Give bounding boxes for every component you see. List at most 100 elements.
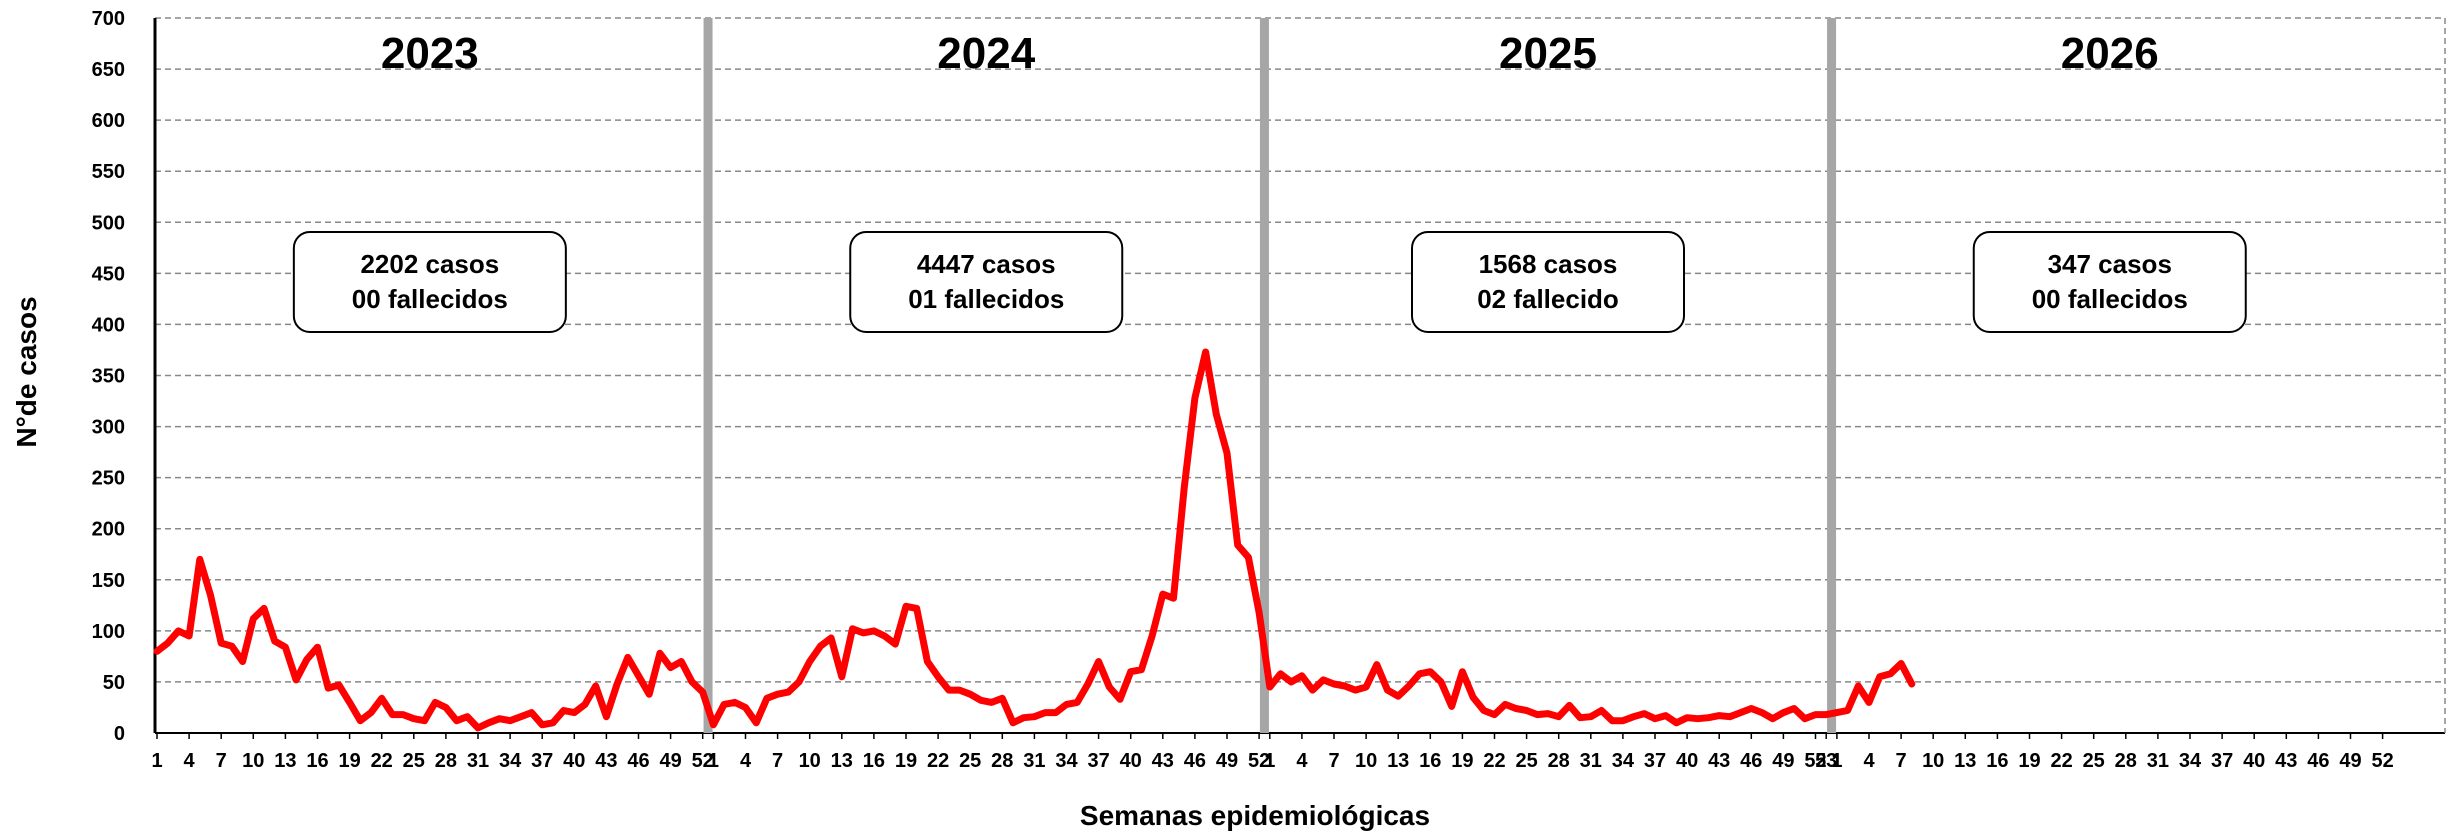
year-label: 2024 xyxy=(937,29,1035,78)
x-tick-label: 40 xyxy=(1676,750,1698,772)
x-tick-label: 40 xyxy=(1120,750,1142,772)
x-axis-ticks: 1 4 7 10 13 16 19 22 25 28 31 34 37 40 43 46 49 521 4 7 10 13… xyxy=(151,733,2394,772)
x-tick-label: 46 xyxy=(1740,750,1762,772)
x-tick-label: 46 xyxy=(627,750,649,772)
summary-deaths: 00 fallecidos xyxy=(352,284,508,314)
x-tick-label: 40 xyxy=(563,750,585,772)
x-tick-label: 49 xyxy=(1216,750,1238,772)
x-tick-label: 4 xyxy=(184,750,196,772)
x-tick-label: 22 xyxy=(927,750,949,772)
year-separator xyxy=(703,18,713,733)
x-tick-label: 52 xyxy=(1804,750,1826,772)
year-label: 2023 xyxy=(381,29,479,78)
x-tick-label: 4 xyxy=(1863,750,1875,772)
x-tick-label: 1 xyxy=(708,750,719,772)
summary-total-cases: 4447 casos xyxy=(917,249,1056,279)
summary-total-cases: 2202 casos xyxy=(360,249,499,279)
x-tick-label: 43 xyxy=(2275,750,2297,772)
x-tick-label: 46 xyxy=(1184,750,1206,772)
x-tick-label: 13 xyxy=(831,750,853,772)
y-tick-label: 200 xyxy=(92,519,125,541)
y-tick-label: 100 xyxy=(92,621,125,643)
x-tick-label: 10 xyxy=(242,750,264,772)
x-tick-label: 10 xyxy=(1922,750,1944,772)
x-tick-label: 40 xyxy=(2243,750,2265,772)
x-tick-label: 7 xyxy=(772,750,783,772)
x-tick-label: 52 xyxy=(1248,750,1270,772)
y-axis-title: N°de casos xyxy=(11,296,42,447)
summary-total-cases: 1568 casos xyxy=(1479,249,1618,279)
x-tick-label: 7 xyxy=(1896,750,1907,772)
annotation-boxes: 2202 casos 00 fallecidos 4447 casos 01 fall… xyxy=(292,231,2247,333)
x-tick-label: 28 xyxy=(435,750,457,772)
x-tick-label: 49 xyxy=(1772,750,1794,772)
x-tick-label: 28 xyxy=(1548,750,1570,772)
x-tick-label: 19 xyxy=(1451,750,1473,772)
x-tick-label: 19 xyxy=(895,750,917,772)
x-tick-label: 22 xyxy=(371,750,393,772)
x-tick-label: 31 xyxy=(1580,750,1602,772)
x-tick-label: 7 xyxy=(216,750,227,772)
x-tick-label: 37 xyxy=(531,750,553,772)
x-tick-label: 16 xyxy=(306,750,328,772)
y-tick-label: 500 xyxy=(92,212,125,234)
x-tick-label: 31 xyxy=(467,750,489,772)
x-tick-label: 28 xyxy=(2115,750,2137,772)
year-separator xyxy=(1827,18,1837,733)
x-tick-label: 34 xyxy=(1055,750,1078,772)
cases-line xyxy=(153,348,1916,732)
x-tick-label: 22 xyxy=(1483,750,1505,772)
x-tick-label: 28 xyxy=(991,750,1013,772)
year-summary-box: 2202 casos 00 fallecidos xyxy=(292,231,567,333)
year-separator xyxy=(1259,18,1269,733)
y-tick-label: 150 xyxy=(92,570,125,592)
y-tick-label: 350 xyxy=(92,366,125,388)
x-tick-label: 37 xyxy=(1644,750,1666,772)
y-tick-label: 300 xyxy=(92,417,125,439)
y-axis-ticks: 0 50 100 150 200 250 300 350 400 450 500 550 600 650 7… xyxy=(92,8,125,745)
year-separators xyxy=(703,18,1837,733)
summary-box-frame xyxy=(1411,231,1685,333)
x-tick-label: 34 xyxy=(499,750,522,772)
x-tick-label: 31 xyxy=(1023,750,1045,772)
x-tick-label: 37 xyxy=(2211,750,2233,772)
x-axis-title: Semanas epidemiológicas xyxy=(1080,800,1430,831)
x-tick-label: 31 xyxy=(2147,750,2169,772)
summary-box-frame xyxy=(292,231,567,333)
year-labels: 2023 2024 2025 2026 xyxy=(381,29,2159,78)
x-tick-label: 34 xyxy=(1612,750,1635,772)
x-tick-label: 52 xyxy=(692,750,714,772)
x-tick-label: 10 xyxy=(1355,750,1377,772)
y-tick-label: 550 xyxy=(92,161,125,183)
y-tick-label: 400 xyxy=(92,314,125,336)
y-tick-label: 50 xyxy=(103,672,125,694)
x-tick-label: 16 xyxy=(1419,750,1441,772)
gridlines xyxy=(153,17,2446,734)
x-tick-label: 52 xyxy=(2371,750,2393,772)
cases-series xyxy=(153,348,1916,732)
summary-total-cases: 347 casos xyxy=(2048,249,2172,279)
x-tick-label: 1 xyxy=(1831,750,1842,772)
y-tick-label: 250 xyxy=(92,468,125,490)
year-label: 2025 xyxy=(1499,29,1597,78)
x-tick-label: 13 xyxy=(1387,750,1409,772)
x-tick-label: 7 xyxy=(1328,750,1339,772)
x-tick-label: 43 xyxy=(595,750,617,772)
year-summary-box: 4447 casos 01 fallecidos xyxy=(849,231,1124,333)
x-tick-label: 34 xyxy=(2179,750,2202,772)
year-summary-box: 1568 casos 02 fallecido xyxy=(1411,231,1685,333)
y-tick-label: 650 xyxy=(92,59,125,81)
x-tick-label: 1 xyxy=(1264,750,1275,772)
summary-deaths: 02 fallecido xyxy=(1477,284,1619,314)
x-tick-label: 13 xyxy=(1954,750,1976,772)
year-summary-box: 347 casos 00 fallecidos xyxy=(1972,231,2247,333)
x-tick-label: 10 xyxy=(799,750,821,772)
year-label: 2026 xyxy=(2061,29,2159,78)
x-tick-label: 25 xyxy=(1515,750,1537,772)
x-tick-label: 37 xyxy=(1087,750,1109,772)
x-tick-label: 53 xyxy=(1815,750,1837,772)
summary-box-frame xyxy=(1972,231,2247,333)
x-tick-label: 43 xyxy=(1708,750,1730,772)
y-tick-label: 600 xyxy=(92,110,125,132)
